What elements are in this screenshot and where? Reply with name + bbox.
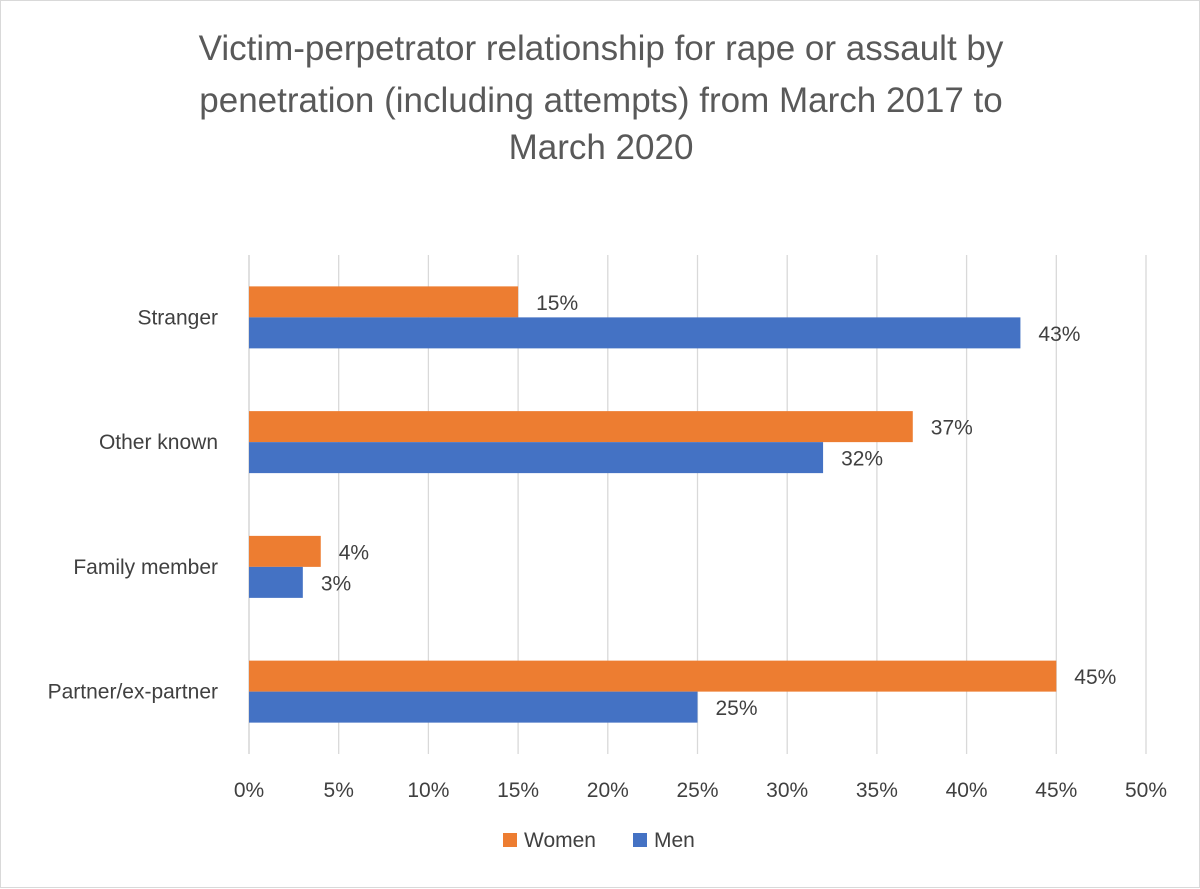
bar-women-1 bbox=[249, 411, 913, 443]
data-label: 4% bbox=[339, 541, 369, 564]
x-tick-label: 20% bbox=[587, 779, 629, 802]
x-tick-label: 30% bbox=[766, 779, 808, 802]
bar-men-2 bbox=[249, 566, 303, 598]
category-label: Stranger bbox=[137, 306, 218, 329]
data-labels: 15% 43% 37% 32% 4% 3% 45% 25% bbox=[321, 292, 1117, 720]
bar-men-1 bbox=[249, 442, 824, 474]
x-tick-label: 5% bbox=[324, 779, 354, 802]
data-label: 3% bbox=[321, 572, 351, 595]
bar-men-3 bbox=[249, 691, 698, 723]
category-label: Family member bbox=[73, 556, 218, 579]
x-tick-label: 45% bbox=[1035, 779, 1077, 802]
bar-women-3 bbox=[249, 660, 1057, 692]
data-label: 32% bbox=[841, 448, 883, 471]
data-label: 37% bbox=[931, 417, 973, 440]
x-tick-label: 0% bbox=[234, 779, 264, 802]
chart-title-line-2: penetration (including attempts) from Ma… bbox=[199, 81, 1002, 120]
legend-swatch-men bbox=[633, 833, 647, 847]
x-tick-label: 40% bbox=[946, 779, 988, 802]
legend: Women Men bbox=[503, 829, 695, 852]
data-label: 25% bbox=[716, 697, 758, 720]
category-label: Other known bbox=[99, 431, 218, 454]
bar-women-2 bbox=[249, 535, 321, 567]
value-axis-labels: 0% 5% 10% 15% 20% 25% 30% 35% 40% 45% 50% bbox=[234, 779, 1167, 802]
category-axis-labels: Stranger Other known Family member Partner/… bbox=[48, 306, 218, 703]
data-label: 15% bbox=[536, 292, 578, 315]
data-label: 45% bbox=[1074, 666, 1116, 689]
legend-swatch-women bbox=[503, 833, 517, 847]
bar-men-0 bbox=[249, 317, 1021, 349]
bar-women-0 bbox=[249, 286, 519, 318]
category-label: Partner/ex-partner bbox=[48, 681, 218, 704]
chart-title-line-1: Victim-perpetrator relationship for rape… bbox=[199, 29, 1004, 68]
x-tick-label: 35% bbox=[856, 779, 898, 802]
legend-label-women: Women bbox=[524, 829, 596, 852]
x-tick-label: 10% bbox=[407, 779, 449, 802]
chart-title: Victim-perpetrator relationship for rape… bbox=[199, 29, 1004, 167]
x-tick-label: 25% bbox=[676, 779, 718, 802]
data-label: 43% bbox=[1038, 323, 1080, 346]
chart-title-line-3: March 2020 bbox=[509, 128, 694, 167]
bars bbox=[249, 286, 1057, 723]
legend-label-men: Men bbox=[654, 829, 695, 852]
x-tick-label: 15% bbox=[497, 779, 539, 802]
x-tick-label: 50% bbox=[1125, 779, 1167, 802]
